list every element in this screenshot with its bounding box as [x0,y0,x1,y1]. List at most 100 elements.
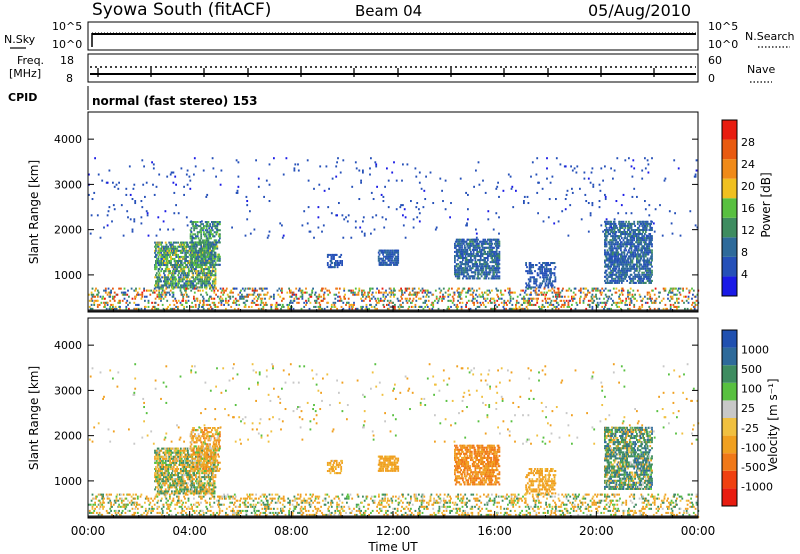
range-cell [194,255,196,258]
range-cell [381,216,384,219]
range-cell [302,291,305,294]
range-cell [96,293,99,296]
range-cell [370,287,372,290]
range-cell [213,289,216,292]
range-cell [476,301,479,304]
range-cell [632,251,635,254]
range-cell [626,267,628,270]
range-cell [175,284,178,287]
range-cell [651,269,653,272]
range-cell [211,274,214,277]
range-cell [605,269,608,272]
range-cell [645,245,648,248]
range-cell [601,305,604,308]
range-cell [457,299,459,302]
range-cell [368,307,370,310]
range-cell [463,287,466,290]
range-cell [451,295,454,298]
range-cell [411,289,414,292]
range-cell [491,301,493,304]
range-cell [200,237,203,240]
range-cell [591,305,594,308]
range-cell [167,305,169,308]
range-cell [642,231,644,234]
range-cell [285,157,288,160]
range-cell [129,218,132,221]
range-cell [112,287,114,290]
range-cell [481,291,483,294]
range-cell [161,289,164,292]
range-cell [664,303,667,306]
range-cell [489,261,492,264]
range-cell [447,289,450,292]
range-cell [256,289,258,292]
range-cell [614,269,617,272]
range-cell [264,287,266,290]
range-cell [692,301,694,304]
range-cell [422,301,425,304]
range-cell [651,229,653,232]
range-cell [532,303,535,306]
range-cell [393,295,395,298]
range-cell [195,221,197,224]
range-cell [645,259,648,262]
range-cell [560,299,563,302]
range-cell [539,276,542,279]
range-cell [114,305,117,308]
range-cell [213,266,216,269]
range-cell [465,275,468,278]
range-cell [201,257,203,260]
range-cell [641,267,644,270]
range-cell [455,250,458,253]
range-cell [483,248,486,251]
range-cell [621,287,624,290]
range-cell [611,277,613,280]
range-cell [440,289,443,292]
range-cell [358,169,361,172]
range-cell [275,301,278,304]
range-cell [209,295,212,298]
range-cell [484,263,486,266]
range-cell [281,291,283,294]
range-cell [681,299,684,302]
range-cell [550,299,553,302]
range-cell [319,165,322,168]
range-cell [612,287,615,290]
range-cell [381,249,384,252]
range-cell [200,231,203,234]
range-cell [199,243,202,246]
range-cell [189,187,192,190]
range-cell [232,295,234,298]
range-cell [632,257,635,260]
range-cell [498,259,501,262]
range-cell [640,281,643,284]
range-cell [146,289,149,292]
range-cell [555,293,557,296]
range-cell [251,299,254,302]
range-cell [176,266,179,269]
range-cell [419,297,422,300]
range-cell [612,235,615,238]
range-cell [497,269,500,272]
range-cell [163,253,166,256]
range-cell [207,241,210,244]
range-cell [618,235,620,238]
range-cell [266,291,269,294]
range-cell [204,229,207,232]
range-cell [270,307,273,310]
range-cell [695,303,698,306]
range-cell [414,293,417,296]
range-cell [684,295,687,298]
range-cell [467,242,470,245]
range-cell [163,255,166,258]
range-cell [424,299,427,302]
range-cell [374,297,377,300]
range-cell [649,243,652,246]
range-cell [459,255,462,258]
range-cell [188,247,191,250]
range-cell [175,299,177,302]
range-cell [244,295,247,298]
range-cell [549,301,552,304]
range-cell [327,301,330,304]
range-cell [622,231,625,234]
